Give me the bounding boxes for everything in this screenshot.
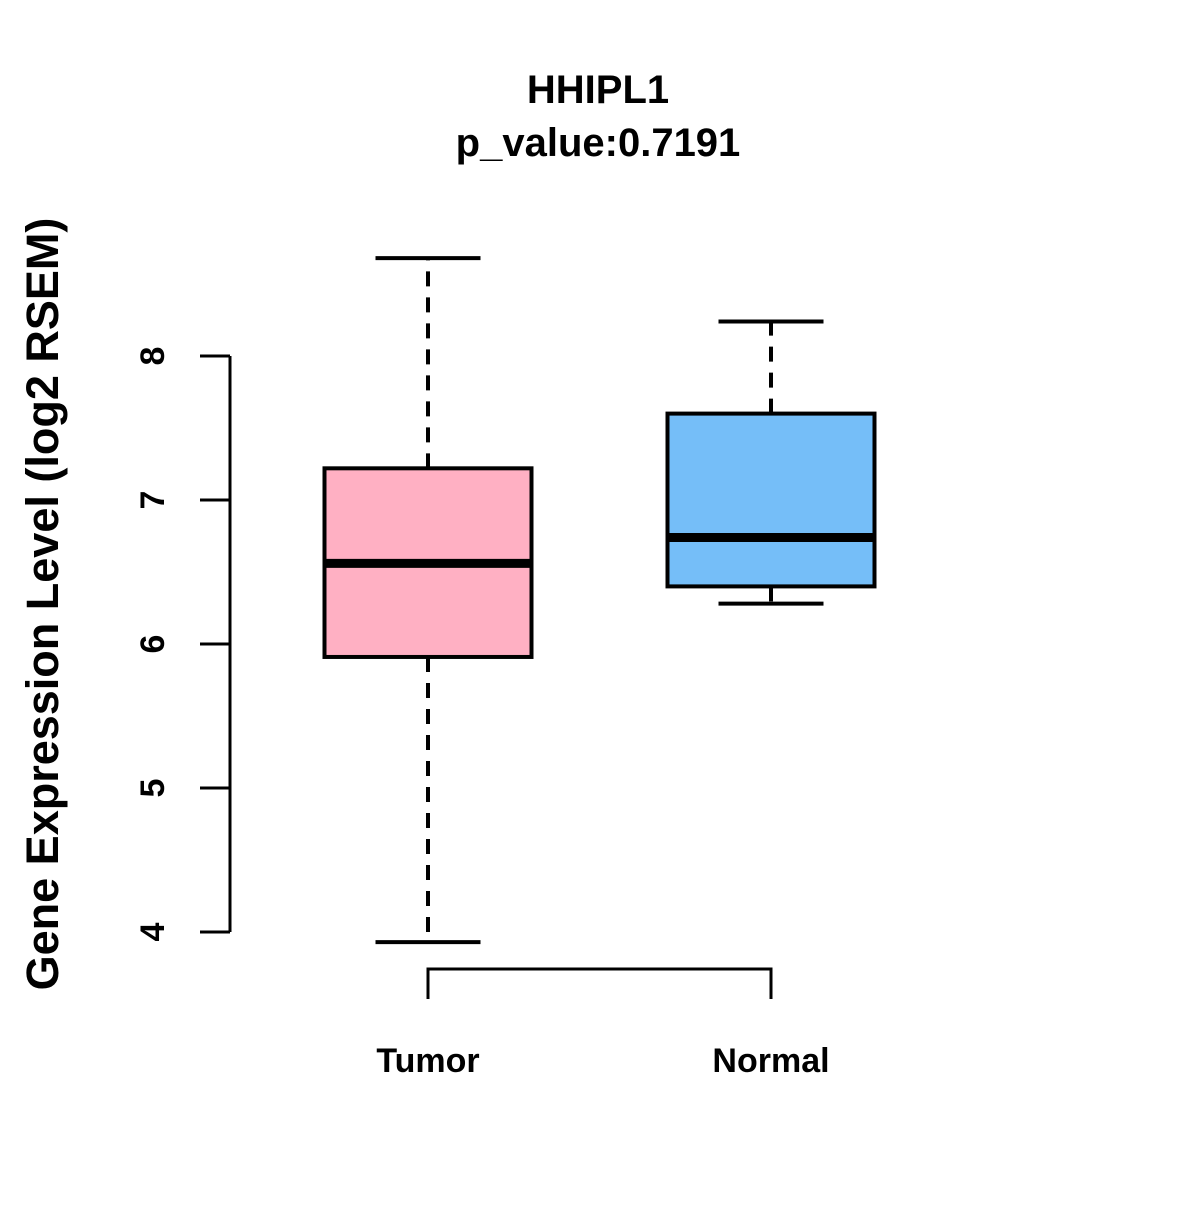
box-group-normal <box>665 319 877 606</box>
chart-subtitle: p_value:0.7191 <box>456 121 741 165</box>
y-tick-label: 5 <box>134 779 172 798</box>
x-category-label-normal: Normal <box>712 1042 829 1080</box>
y-tick-label: 6 <box>134 635 172 654</box>
x-axis-bracket: Tumor Normal <box>376 967 830 1080</box>
x-axis-line <box>426 967 773 999</box>
box-group-tumor <box>322 256 534 945</box>
y-axis-label: Gene Expression Level (log2 RSEM) <box>17 218 68 991</box>
y-tick-label: 4 <box>134 922 172 941</box>
boxes <box>322 256 877 945</box>
y-tick-label: 8 <box>134 347 172 366</box>
y-axis: 4 5 6 7 8 <box>134 347 232 941</box>
iqr-box-normal <box>665 411 877 589</box>
y-tick-label: 7 <box>134 491 172 510</box>
x-category-label-tumor: Tumor <box>376 1042 479 1080</box>
chart-title: HHIPL1 <box>527 68 669 112</box>
